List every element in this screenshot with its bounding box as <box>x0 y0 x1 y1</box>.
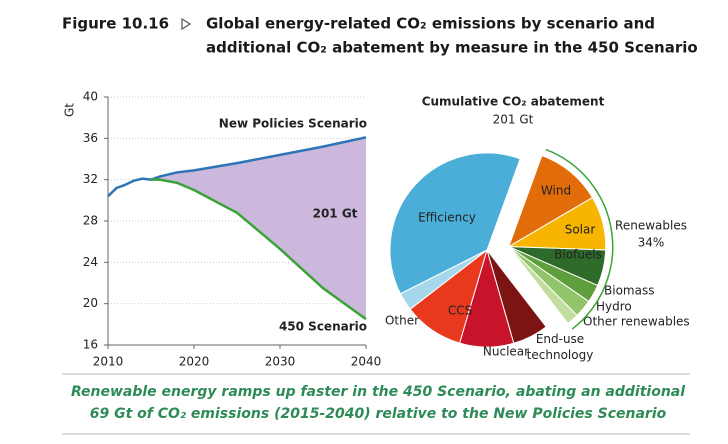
series-label: New Policies Scenario <box>219 117 367 131</box>
slice-label: Efficiency <box>418 211 476 225</box>
caption-line: 69 Gt of CO₂ emissions (2015-2040) relat… <box>90 406 667 422</box>
slice-label: Other renewables <box>583 315 690 329</box>
slice-label: Wind <box>541 184 571 198</box>
slice-label: Solar <box>565 223 596 237</box>
series-line <box>107 136 367 198</box>
series-label: 450 Scenario <box>279 320 367 334</box>
figure-label: Figure 10.16 <box>62 15 169 33</box>
y-tick-label: 40 <box>83 90 98 104</box>
pie-slice <box>508 246 578 325</box>
x-tick-label: 2020 <box>179 355 210 369</box>
slice-label: Other <box>385 314 419 328</box>
y-tick-label: 28 <box>83 214 98 228</box>
slice-label: CCS <box>448 304 472 318</box>
x-tick-label: 2030 <box>265 355 296 369</box>
x-tick-label: 2010 <box>93 355 124 369</box>
pie-subtitle: 201 Gt <box>493 113 534 127</box>
y-tick-label: 32 <box>83 172 98 186</box>
pie-slice <box>507 154 594 248</box>
title-line: additional CO₂ abatement by measure in t… <box>206 39 698 57</box>
slice-label: Biomass <box>604 284 654 298</box>
caption-line: Renewable energy ramps up faster in the … <box>71 384 685 400</box>
pie-title: Cumulative CO₂ abatement <box>422 95 605 109</box>
slice-label: Nuclear <box>483 345 529 359</box>
title-line: Global energy-related CO₂ emissions by s… <box>206 15 655 33</box>
abatement-area <box>151 137 366 320</box>
x-tick-label: 2040 <box>351 355 382 369</box>
y-tick-label: 24 <box>83 255 98 269</box>
series-line <box>151 178 367 321</box>
slice-label: Biofuels <box>554 248 602 262</box>
y-tick-label: 20 <box>83 296 98 310</box>
pie-slice <box>389 152 521 295</box>
group-label: Renewables <box>615 219 687 233</box>
area-label: 201 Gt <box>313 207 358 221</box>
slice-label: End-use technology <box>527 332 594 362</box>
y-tick-label: 36 <box>83 131 98 145</box>
label-line: End-use <box>536 332 584 346</box>
label-line: technology <box>527 348 594 362</box>
y-axis-label: Gt <box>63 103 77 117</box>
label-arrow <box>181 17 192 31</box>
group-arc <box>545 148 614 330</box>
y-tick-label: 16 <box>83 338 98 352</box>
group-value: 34% <box>638 236 665 250</box>
slice-label: Hydro <box>596 300 632 314</box>
